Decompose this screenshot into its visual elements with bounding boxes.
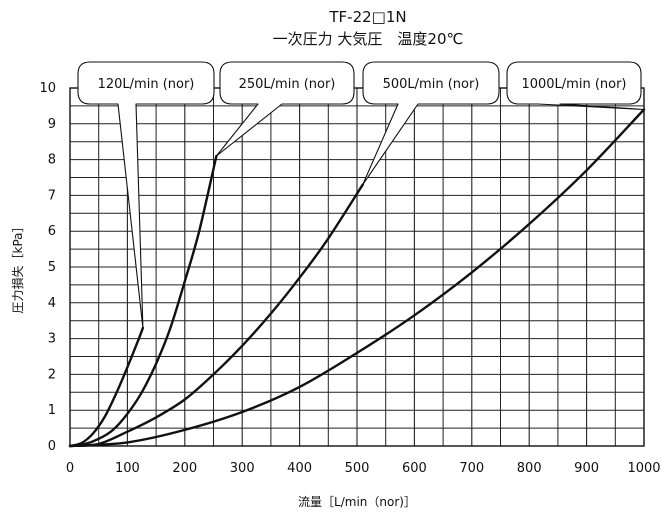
grid: [70, 88, 644, 446]
series-line: [68, 326, 145, 448]
series-callouts: 120L/min (nor) 250L/min (nor) 500L/min (no…: [77, 61, 645, 329]
y-tick-labels: 0 1 2 3 4 5 6 7 8 9 10: [39, 81, 56, 454]
plot-frame: [69, 87, 645, 447]
callout-balloon: [77, 61, 215, 329]
series-curves: [68, 108, 646, 448]
x-axis-label: 流量［L/min（nor)］: [298, 495, 416, 509]
x-tick-label: 900: [574, 461, 599, 476]
x-tick-label: 600: [402, 461, 427, 476]
x-tick-label: 700: [459, 461, 484, 476]
y-tick-label: 9: [48, 117, 56, 132]
x-tick-label: 200: [172, 461, 197, 476]
series-label: 500L/min (nor): [383, 77, 480, 92]
series-label: 120L/min (nor): [98, 77, 195, 92]
y-tick-label: 8: [48, 153, 56, 168]
y-tick-label: 0: [48, 439, 56, 454]
chart-subtitle: 一次圧力 大気圧 温度20℃: [273, 30, 464, 48]
y-tick-label: 5: [48, 260, 56, 275]
x-tick-label: 1000: [627, 461, 660, 476]
x-tick-label: 500: [345, 461, 370, 476]
callout-balloon: [215, 61, 355, 157]
x-tick-labels: 0 100 200 300 400 500 600 700 800 900 1000: [66, 461, 661, 476]
series-line: [68, 183, 364, 448]
y-tick-label: 7: [48, 188, 56, 203]
y-tick-label: 4: [48, 296, 56, 311]
x-tick-label: 800: [517, 461, 542, 476]
y-tick-label: 10: [39, 81, 56, 96]
y-tick-label: 6: [48, 224, 56, 239]
callout-balloon: [506, 61, 645, 111]
series-label: 250L/min (nor): [239, 77, 336, 92]
callout-balloon: [362, 61, 500, 186]
x-tick-label: 0: [66, 461, 74, 476]
series-label: 1000L/min (nor): [521, 77, 626, 92]
x-tick-label: 100: [115, 461, 140, 476]
x-tick-label: 400: [287, 461, 312, 476]
x-tick-label: 300: [230, 461, 255, 476]
y-axis-label: 圧力損失［kPa］: [10, 220, 25, 313]
series-line: [68, 154, 218, 448]
y-tick-label: 2: [48, 367, 56, 382]
chart-title: TF-22□1N: [328, 8, 406, 26]
series-line: [68, 108, 646, 448]
y-tick-label: 3: [48, 332, 56, 347]
y-tick-label: 1: [48, 403, 56, 418]
